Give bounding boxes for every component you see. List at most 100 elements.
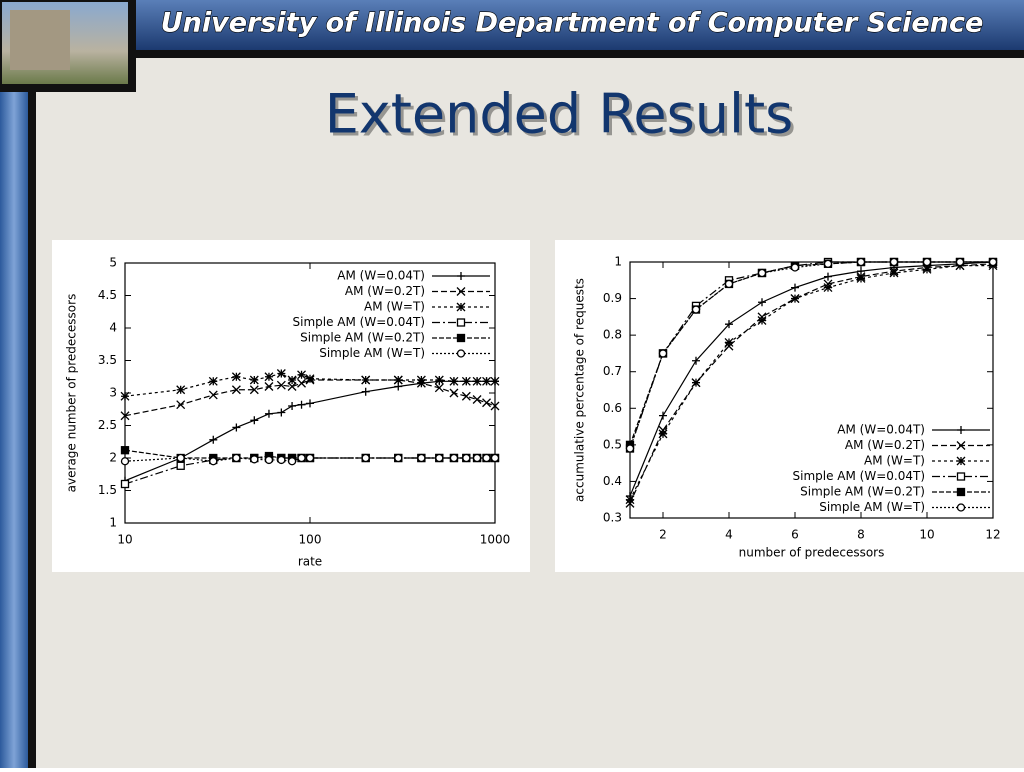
point-marker xyxy=(490,453,500,463)
building xyxy=(10,10,70,70)
title-shadow: Extended Results xyxy=(328,86,797,149)
side-border xyxy=(28,88,36,768)
y-tick-label: 4 xyxy=(109,321,117,335)
y-tick-label: 2 xyxy=(109,451,117,465)
point-marker xyxy=(231,372,241,382)
point-marker xyxy=(490,376,500,386)
legend-marker xyxy=(956,487,966,497)
point-marker xyxy=(297,453,306,463)
legend-marker xyxy=(957,426,965,434)
legend-label: Simple AM (W=0.04T) xyxy=(293,315,426,329)
point-marker xyxy=(276,369,286,378)
y-tick-label: 0.7 xyxy=(603,364,622,378)
point-marker xyxy=(490,401,500,411)
point-marker xyxy=(461,391,471,401)
point-marker xyxy=(120,457,130,466)
legend-label: AM (W=0.04T) xyxy=(837,423,925,437)
point-marker xyxy=(692,356,700,365)
x-tick-label: 12 xyxy=(985,528,1000,542)
point-marker xyxy=(287,382,297,391)
point-marker xyxy=(231,385,241,395)
point-marker xyxy=(176,453,185,463)
x-tick-label: 1000 xyxy=(480,533,511,547)
point-marker xyxy=(288,402,297,410)
point-marker xyxy=(889,268,899,278)
point-marker xyxy=(889,257,899,267)
point-marker xyxy=(461,376,471,386)
point-marker xyxy=(176,385,186,395)
point-marker xyxy=(856,257,866,267)
legend-marker xyxy=(956,441,966,450)
point-marker xyxy=(305,374,315,384)
point-marker xyxy=(659,411,667,420)
legend-marker xyxy=(956,456,966,466)
point-marker xyxy=(790,263,800,272)
point-marker xyxy=(209,457,218,466)
header-border xyxy=(130,50,1024,58)
point-marker xyxy=(482,398,491,408)
point-marker xyxy=(305,453,315,463)
slide-title: Extended Results xyxy=(325,83,794,146)
point-marker xyxy=(287,375,297,385)
point-marker xyxy=(922,257,932,267)
x-tick-label: 10 xyxy=(919,528,934,542)
y-tick-label: 0.4 xyxy=(603,474,622,488)
series-line xyxy=(629,265,993,500)
point-marker xyxy=(449,388,459,398)
legend-marker xyxy=(956,472,966,481)
point-marker xyxy=(393,375,403,385)
side-bar xyxy=(0,0,28,768)
point-marker xyxy=(277,455,286,465)
point-marker xyxy=(264,382,274,391)
legend-marker xyxy=(456,302,466,312)
y-tick-label: 4.5 xyxy=(98,288,117,302)
y-tick-label: 1 xyxy=(614,255,622,269)
y-axis-label: average number of predecessors xyxy=(65,294,79,493)
legend-label: Simple AM (W=0.04T) xyxy=(793,469,926,483)
point-marker xyxy=(277,408,286,417)
x-tick-label: 4 xyxy=(725,528,733,542)
point-marker xyxy=(264,455,274,465)
legend-label: AM (W=T) xyxy=(364,300,425,314)
point-marker xyxy=(297,378,306,388)
point-marker xyxy=(856,273,866,283)
point-marker xyxy=(625,495,635,505)
legend-label: Simple AM (W=T) xyxy=(319,346,425,360)
point-marker xyxy=(394,453,403,463)
point-marker xyxy=(361,387,370,396)
x-tick-label: 8 xyxy=(857,528,865,542)
point-marker xyxy=(857,267,865,276)
legend-marker xyxy=(456,349,466,358)
y-tick-label: 0.5 xyxy=(603,437,622,451)
y-tick-label: 0.9 xyxy=(603,291,622,305)
point-marker xyxy=(758,298,766,307)
point-marker xyxy=(120,391,130,401)
point-marker xyxy=(416,375,426,385)
header-bar xyxy=(130,0,1024,50)
point-marker xyxy=(462,453,471,463)
series-line xyxy=(629,261,994,497)
legend-marker xyxy=(456,287,466,296)
x-tick-label: 6 xyxy=(791,528,799,542)
point-marker xyxy=(691,305,701,314)
point-marker xyxy=(790,294,800,304)
y-tick-label: 5 xyxy=(109,256,117,270)
point-marker xyxy=(250,416,259,425)
legend-marker xyxy=(457,272,465,280)
legend-label: AM (W=0.2T) xyxy=(845,438,925,452)
point-marker xyxy=(791,283,799,292)
point-marker xyxy=(449,453,459,463)
series-line xyxy=(629,263,994,504)
x-axis-label: rate xyxy=(298,555,322,569)
point-marker xyxy=(434,375,444,385)
point-marker xyxy=(472,376,482,386)
point-marker xyxy=(249,375,259,385)
header-title: University of Illinois Department of Com… xyxy=(161,8,984,39)
point-marker xyxy=(691,378,701,388)
point-marker xyxy=(264,409,273,418)
legend-label: AM (W=0.04T) xyxy=(337,269,425,283)
y-tick-label: 1 xyxy=(109,516,117,530)
chart-panel xyxy=(555,240,1024,572)
